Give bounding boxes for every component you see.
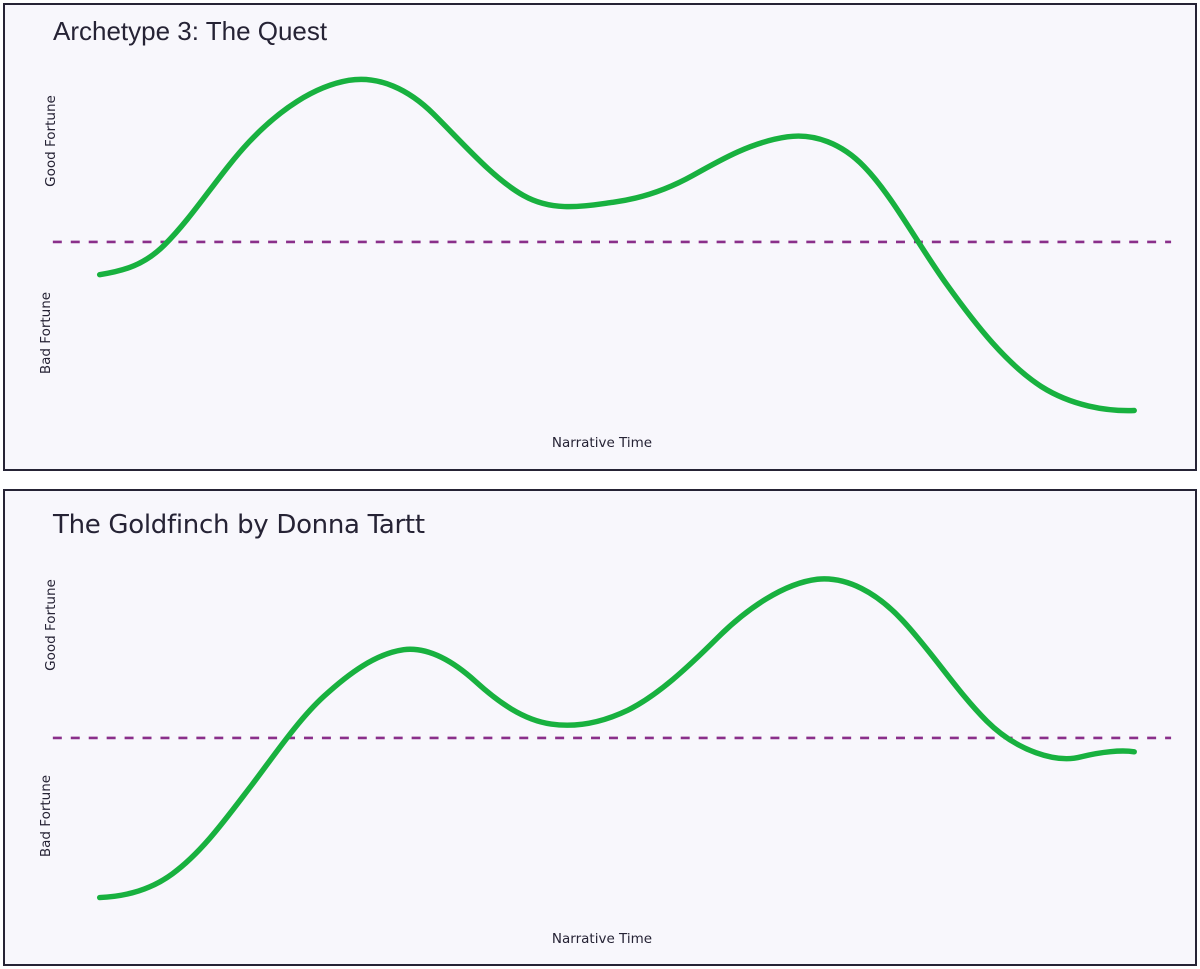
y-axis-label-good-fortune: Good Fortune <box>42 95 59 187</box>
fortune-curve <box>96 576 1137 901</box>
y-axis-label-bad-fortune: Bad Fortune <box>38 774 55 858</box>
goldfinch-plot-svg <box>52 576 1172 901</box>
chart-panel-archetype: Archetype 3: The Quest Good Fortune Bad … <box>3 3 1197 471</box>
chart-panel-goldfinch: The Goldfinch by Donna Tartt Good Fortun… <box>3 489 1197 966</box>
fortune-curve <box>96 76 1137 414</box>
page-title: Archetype 3: The Quest <box>53 16 328 46</box>
archetype-plot-svg <box>52 76 1172 414</box>
y-axis-label-good-fortune: Good Fortune <box>42 579 59 671</box>
x-axis-label: Narrative Time <box>551 931 653 947</box>
y-axis-label-bad-fortune: Bad Fortune <box>38 291 55 375</box>
x-axis-label: Narrative Time <box>551 435 653 451</box>
page-title: The Goldfinch by Donna Tartt <box>53 510 425 540</box>
